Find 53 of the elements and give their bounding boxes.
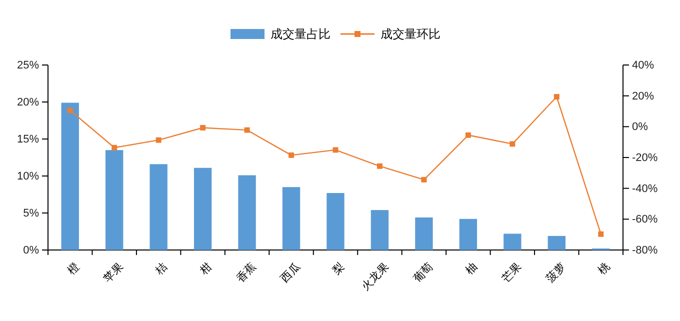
point xyxy=(200,125,206,130)
y2-tick-label: 20% xyxy=(632,90,654,102)
bar xyxy=(459,218,478,250)
point xyxy=(112,144,118,150)
point xyxy=(244,127,250,133)
point xyxy=(421,176,427,182)
bar xyxy=(238,175,256,250)
x-tick-label: 柑 xyxy=(196,260,214,278)
y2-tick-label: -80% xyxy=(632,244,658,257)
legend-label: 成交量占比 xyxy=(270,27,330,42)
x-tick-label: 香蕉 xyxy=(234,260,259,286)
x-tick-label: 苹果 xyxy=(101,260,126,286)
bar xyxy=(548,236,566,250)
point xyxy=(465,132,471,138)
bar xyxy=(326,193,344,250)
y-tick-label: 25% xyxy=(16,60,40,72)
bar xyxy=(61,102,79,250)
point xyxy=(598,231,604,237)
x-tick-label: 橙 xyxy=(64,260,82,278)
bar xyxy=(194,168,212,250)
bar xyxy=(415,217,433,250)
y2-tick-label: 40% xyxy=(632,60,654,72)
y2-tick-label: 0% xyxy=(632,121,648,134)
x-tick-label: 菠萝 xyxy=(543,260,568,286)
y-tick-label: 5% xyxy=(23,208,40,220)
y-tick-label: 15% xyxy=(16,134,40,146)
bar xyxy=(106,150,124,250)
y-tick-label: 0% xyxy=(23,244,40,257)
y-tick-label: 10% xyxy=(16,170,40,183)
x-tick-label: 柚 xyxy=(462,260,480,278)
x-tick-label: 葡萄 xyxy=(410,260,436,286)
x-tick-label: 梨 xyxy=(330,260,348,278)
point xyxy=(376,163,382,169)
y2-tick-label: -40% xyxy=(632,182,658,195)
bar xyxy=(370,210,389,250)
bar xyxy=(150,164,168,250)
point xyxy=(156,137,162,143)
point xyxy=(288,152,294,158)
point xyxy=(67,108,73,114)
bar xyxy=(282,187,300,250)
y2-tick-label: -20% xyxy=(632,152,658,164)
point xyxy=(554,94,560,100)
x-tick-label: 芒果 xyxy=(499,260,524,286)
point xyxy=(332,147,338,153)
x-tick-label: 桔 xyxy=(152,260,170,278)
y2-tick-label: -60% xyxy=(632,214,658,226)
legend-label: 成交量环比 xyxy=(380,27,440,42)
point xyxy=(510,141,516,147)
x-tick-label: 火龙果 xyxy=(358,260,392,293)
bar xyxy=(504,234,522,250)
y-tick-label: 20% xyxy=(16,96,40,109)
x-tick-label: 西瓜 xyxy=(278,260,303,286)
x-tick-label: 桃 xyxy=(595,260,612,278)
